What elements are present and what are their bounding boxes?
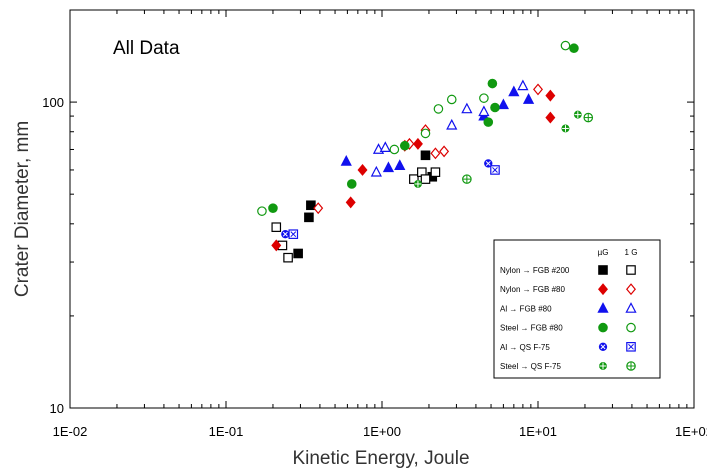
- data-point: [562, 125, 569, 132]
- data-point: [390, 145, 398, 153]
- legend-marker: [599, 323, 607, 331]
- data-point: [584, 113, 592, 121]
- data-point: [348, 180, 356, 188]
- legend-header-microgravity: µG: [598, 248, 609, 257]
- y-axis-title: Crater Diameter, mm: [12, 121, 33, 297]
- data-point: [484, 118, 492, 126]
- legend-header-1g: 1 G: [625, 248, 638, 257]
- data-point: [448, 95, 456, 103]
- data-point: [421, 151, 429, 159]
- data-point: [431, 168, 439, 176]
- y-tick-label: 10: [50, 401, 64, 416]
- data-point: [282, 231, 289, 238]
- data-point: [463, 175, 471, 183]
- legend-label: Steel → FGB #80: [500, 324, 563, 333]
- data-point: [294, 249, 302, 257]
- legend-label: Steel → QS F-75: [500, 362, 561, 371]
- data-point: [434, 105, 442, 113]
- data-point: [258, 207, 266, 215]
- x-tick-label: 1E-02: [53, 424, 88, 439]
- data-point: [415, 181, 422, 188]
- data-point: [561, 41, 569, 49]
- x-tick-label: 1E+02: [675, 424, 707, 439]
- x-tick-label: 1E-01: [209, 424, 244, 439]
- legend-label: Al → QS F-75: [500, 343, 550, 352]
- legend-marker: [599, 343, 606, 350]
- data-point: [272, 223, 280, 231]
- legend-marker: [627, 362, 635, 370]
- y-tick-label: 100: [42, 95, 64, 110]
- legend-label: Nylon → FGB #80: [500, 285, 565, 294]
- data-point: [401, 142, 409, 150]
- data-point: [570, 44, 578, 52]
- data-point: [289, 230, 297, 238]
- x-tick-label: 1E+01: [519, 424, 557, 439]
- data-point: [269, 204, 277, 212]
- x-axis-title: Kinetic Energy, Joule: [292, 448, 469, 468]
- data-point: [305, 213, 313, 221]
- data-point: [421, 129, 429, 137]
- legend-marker: [627, 343, 635, 351]
- data-point: [574, 111, 581, 118]
- data-point: [488, 79, 496, 87]
- legend-marker: [599, 266, 607, 274]
- data-point: [480, 94, 488, 102]
- legend-marker: [627, 323, 635, 331]
- legend-label: Al → FGB #80: [500, 304, 552, 313]
- x-tick-label: 1E+00: [363, 424, 401, 439]
- data-point: [421, 175, 429, 183]
- chart-annotation: All Data: [113, 38, 180, 59]
- legend-label: Nylon → FGB #200: [500, 266, 570, 275]
- legend-marker: [600, 363, 607, 370]
- data-point: [491, 103, 499, 111]
- data-point: [491, 166, 499, 174]
- legend: µG 1 G Nylon → FGB #200 Nylon → FGB #80 Al…: [494, 240, 660, 378]
- data-point: [284, 253, 292, 261]
- legend-marker: [627, 266, 635, 274]
